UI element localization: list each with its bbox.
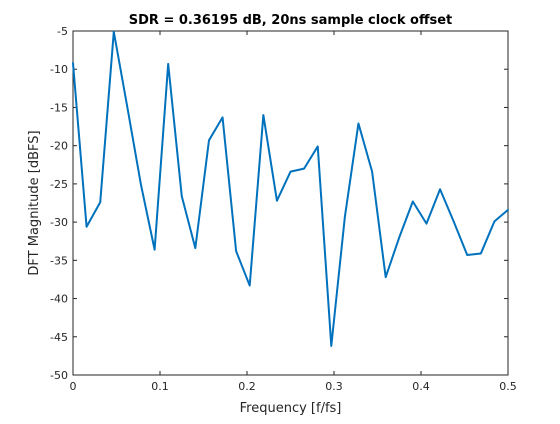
- series-line: [72, 30, 509, 347]
- axes-box: [72, 30, 509, 376]
- x-tick-label: 0.5: [499, 380, 517, 393]
- x-tick-label: 0.3: [325, 380, 343, 393]
- x-axis: 0 0.1 0.2 0.3 0.4 0.5: [70, 31, 517, 393]
- axes-frame: [72, 30, 509, 376]
- x-tick-label: 0.1: [151, 380, 169, 393]
- chart-title: SDR = 0.36195 dB, 20ns sample clock offs…: [129, 13, 453, 28]
- y-axis-label: DFT Magnitude [dBFS]: [27, 130, 42, 275]
- series-layer: [72, 30, 509, 347]
- y-tick-label: -15: [50, 101, 68, 114]
- y-tick-label: -50: [50, 369, 68, 382]
- x-axis-label: Frequency [f/fs]: [240, 401, 342, 416]
- x-tick-label: 0.2: [238, 380, 256, 393]
- axes-background: [73, 31, 508, 375]
- y-tick-label: -45: [50, 331, 68, 344]
- y-tick-label: -40: [50, 293, 68, 306]
- y-tick-label: -20: [50, 140, 68, 153]
- y-tick-label: -25: [50, 178, 68, 191]
- y-axis: -50 -45 -40 -35 -30 -25 -20 -15 -10 -5: [50, 25, 508, 382]
- y-tick-label: -35: [50, 254, 68, 267]
- y-tick-label: -10: [50, 63, 68, 76]
- y-tick-label: -5: [57, 25, 68, 38]
- x-tick-label: 0.4: [412, 380, 430, 393]
- y-tick-label: -30: [50, 216, 68, 229]
- x-tick-label: 0: [70, 380, 77, 393]
